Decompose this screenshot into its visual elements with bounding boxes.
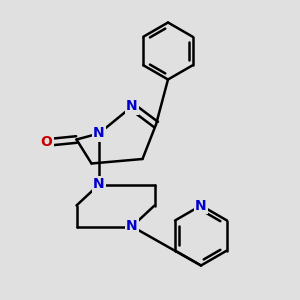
Text: N: N xyxy=(93,178,105,191)
Text: N: N xyxy=(93,127,105,140)
Text: N: N xyxy=(126,220,138,233)
Text: N: N xyxy=(195,199,207,212)
Text: O: O xyxy=(40,136,52,149)
Text: N: N xyxy=(126,100,138,113)
